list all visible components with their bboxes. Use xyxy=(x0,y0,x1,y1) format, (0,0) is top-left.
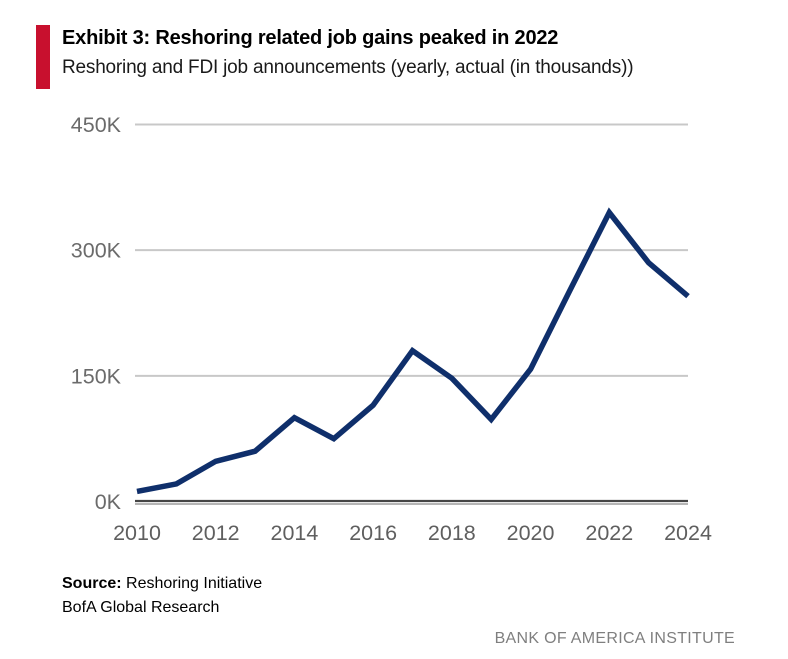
x-tick-label-2010: 2010 xyxy=(113,521,161,545)
y-tick-label-300K: 300K xyxy=(71,239,122,263)
source-note: Source: Reshoring Initiative BofA Global… xyxy=(62,572,262,620)
x-tick-label-2016: 2016 xyxy=(349,521,397,545)
x-tick-label-2012: 2012 xyxy=(192,521,240,545)
x-tick-label-2020: 2020 xyxy=(507,521,555,545)
x-tick-label-2018: 2018 xyxy=(428,521,476,545)
data-series-line xyxy=(136,207,690,495)
y-tick-label-150K: 150K xyxy=(71,364,122,388)
x-tick-label-2024: 2024 xyxy=(664,521,712,545)
red-accent-bar xyxy=(36,25,50,89)
y-tick-label-450K: 450K xyxy=(71,113,122,137)
y-tick-label-0K: 0K xyxy=(95,490,122,514)
chart-header: Exhibit 3: Reshoring related job gains p… xyxy=(62,25,762,80)
source-value: Reshoring Initiative xyxy=(121,575,263,592)
x-tick-label-2022: 2022 xyxy=(585,521,633,545)
institute-watermark: BANK OF AMERICA INSTITUTE xyxy=(494,630,735,647)
exhibit-subtitle: Reshoring and FDI job announcements (yea… xyxy=(62,57,634,78)
source-label: Source: xyxy=(62,575,122,592)
exhibit-title: Exhibit 3: Reshoring related job gains p… xyxy=(62,27,559,49)
research-line: BofA Global Research xyxy=(62,599,220,616)
x-tick-label-2014: 2014 xyxy=(271,521,319,545)
source-line: Source: Reshoring Initiative xyxy=(62,572,262,596)
